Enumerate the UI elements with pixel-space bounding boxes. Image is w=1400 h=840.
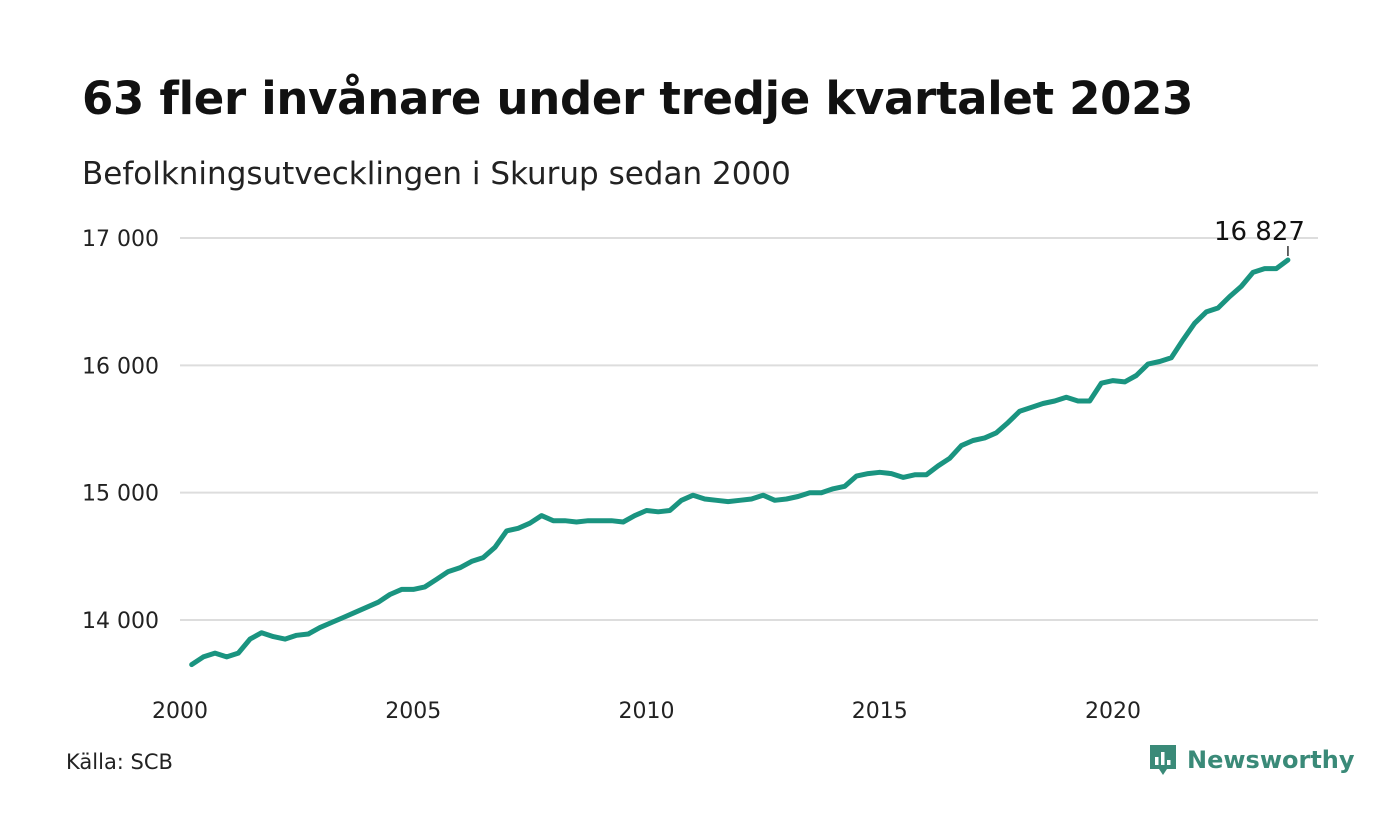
newsworthy-logo: Newsworthy bbox=[1148, 743, 1355, 777]
x-tick-label: 2015 bbox=[852, 699, 908, 724]
chart-title: 63 fler invånare under tredje kvartalet … bbox=[82, 72, 1194, 125]
y-tick-label: 16 000 bbox=[82, 354, 159, 379]
bar-chart-speech-bubble-icon bbox=[1150, 745, 1176, 775]
x-tick-label: 2020 bbox=[1085, 699, 1141, 724]
end-value-label: 16 827 bbox=[1214, 217, 1305, 247]
x-tick-label: 2000 bbox=[152, 699, 208, 724]
brand-name: Newsworthy bbox=[1187, 746, 1355, 774]
population-line bbox=[189, 257, 1291, 668]
chart-subtitle: Befolkningsutvecklingen i Skurup sedan 2… bbox=[82, 156, 791, 192]
x-tick-label: 2010 bbox=[619, 699, 675, 724]
y-tick-label: 15 000 bbox=[82, 482, 159, 507]
source-note: Källa: SCB bbox=[66, 750, 173, 774]
y-tick-label: 14 000 bbox=[82, 609, 159, 634]
y-tick-label: 17 000 bbox=[82, 227, 159, 252]
x-tick-label: 2005 bbox=[385, 699, 441, 724]
